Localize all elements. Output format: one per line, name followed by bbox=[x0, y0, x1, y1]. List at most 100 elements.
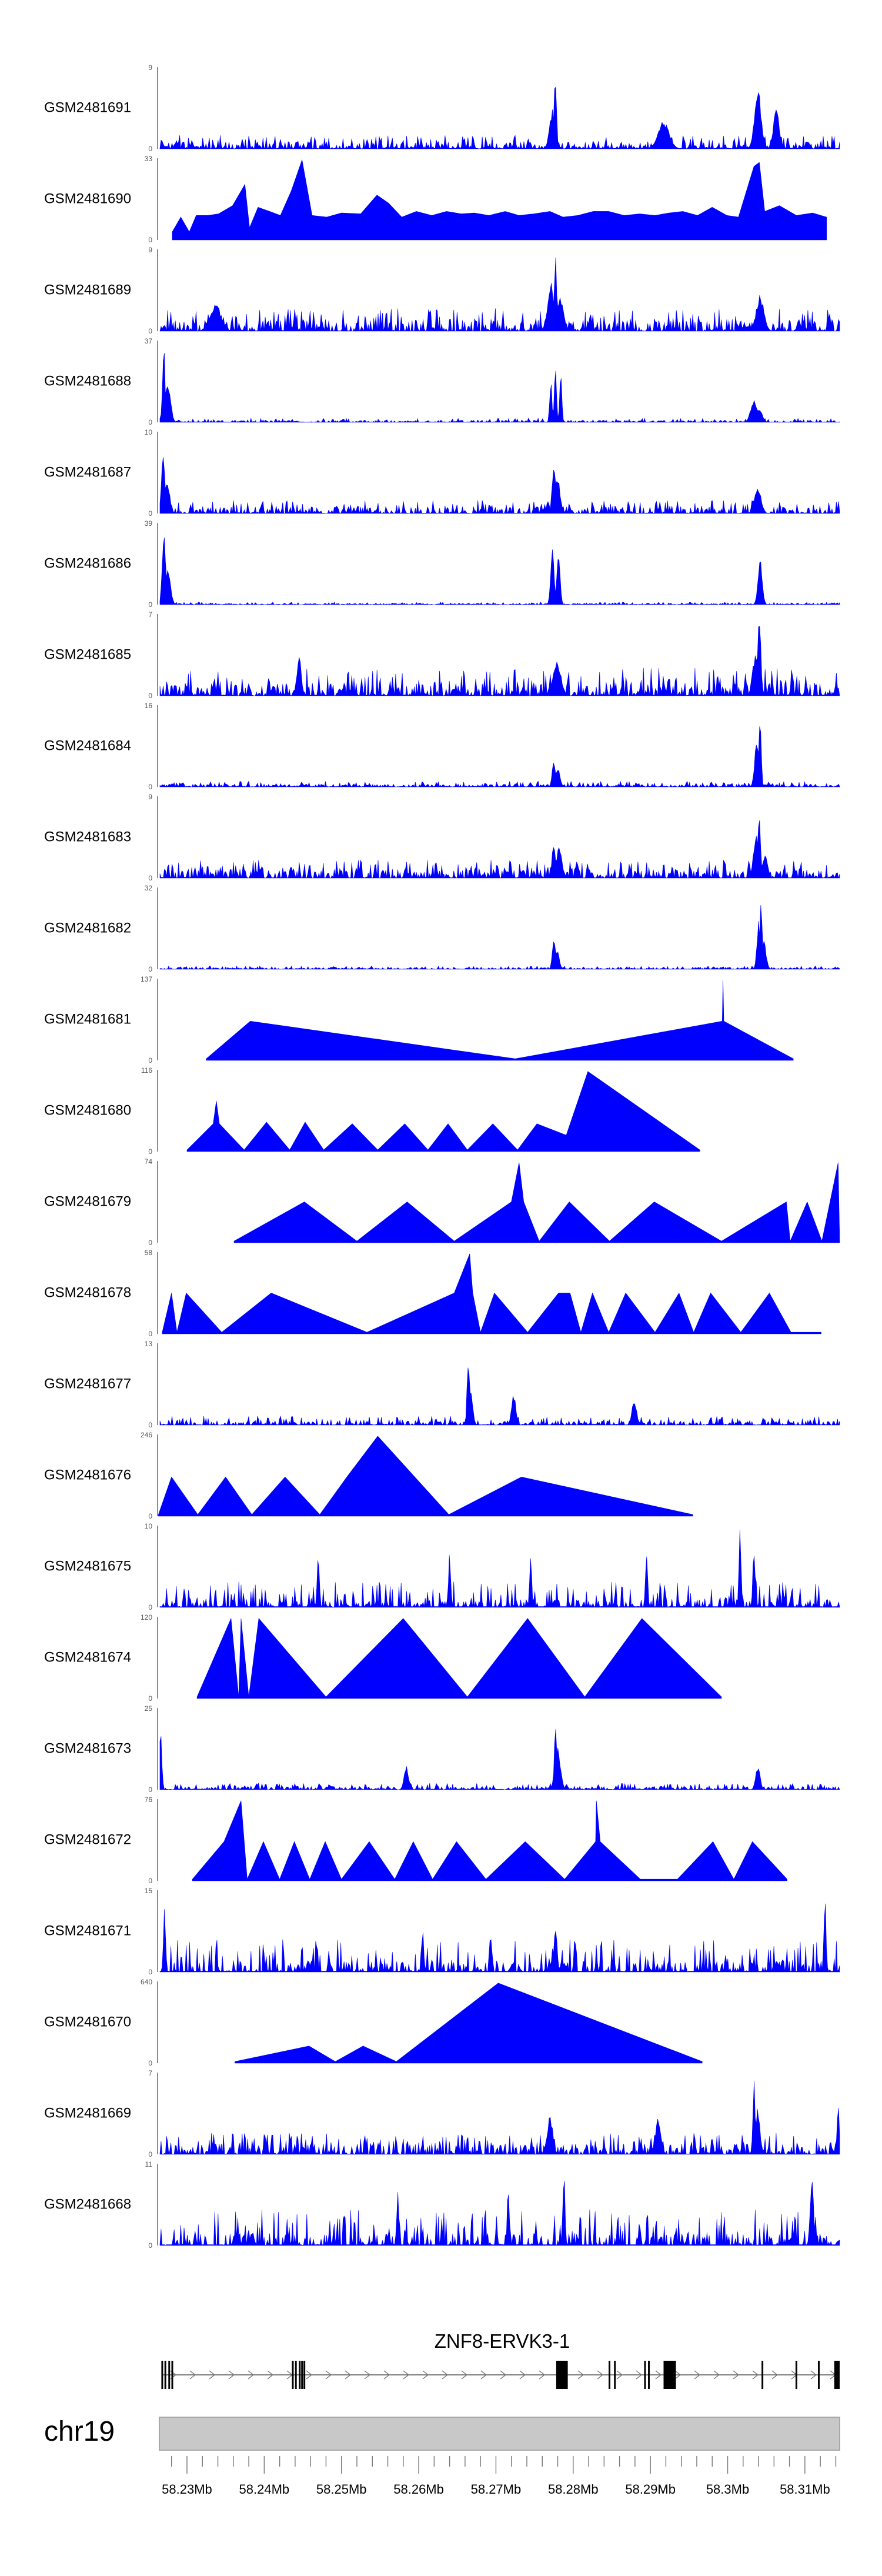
track-label: GSM2481691 bbox=[44, 100, 131, 116]
track-ymin-label: 0 bbox=[148, 1877, 152, 1885]
gene-exon bbox=[614, 2361, 616, 2389]
track-ymin-label: 0 bbox=[148, 1512, 152, 1520]
gene-exon bbox=[609, 2361, 611, 2389]
track-label: GSM2481685 bbox=[44, 647, 131, 663]
track-GSM2481678: GSM2481678 58 0 bbox=[44, 1249, 821, 1338]
strand-arrow bbox=[325, 2370, 332, 2380]
track-label: GSM2481684 bbox=[44, 738, 131, 754]
track-area-series bbox=[159, 86, 840, 149]
strand-arrow bbox=[752, 2370, 759, 2380]
track-ymin-label: 0 bbox=[148, 965, 152, 973]
track-label: GSM2481681 bbox=[44, 1012, 131, 1027]
track-ymax-label: 137 bbox=[141, 975, 152, 983]
axis-tick-label: 58.25Mb bbox=[316, 2482, 367, 2497]
track-ymin-label: 0 bbox=[148, 509, 152, 518]
axis-tick-label: 58.24Mb bbox=[239, 2482, 290, 2497]
track-area-series bbox=[159, 2080, 840, 2155]
track-label: GSM2481682 bbox=[44, 920, 131, 936]
track-GSM2481672: GSM2481672 76 0 bbox=[44, 1796, 787, 1885]
track-ymin-label: 0 bbox=[148, 2150, 152, 2158]
strand-arrow bbox=[267, 2370, 274, 2380]
axis-tick-label: 58.26Mb bbox=[393, 2482, 444, 2497]
track-ymax-label: 13 bbox=[145, 1340, 153, 1348]
track-GSM2481681: GSM2481681 137 0 bbox=[44, 975, 794, 1065]
strand-arrow bbox=[539, 2370, 546, 2380]
track-area-series bbox=[186, 1071, 700, 1152]
track-ymin-label: 0 bbox=[148, 1147, 152, 1156]
track-area-series bbox=[159, 257, 840, 332]
gene-model bbox=[161, 2361, 840, 2389]
track-ymin-label: 0 bbox=[148, 1694, 152, 1703]
track-label: GSM2481668 bbox=[44, 2197, 131, 2213]
track-ymin-label: 0 bbox=[148, 1239, 152, 1247]
track-area-series bbox=[159, 1367, 840, 1426]
track-area-series bbox=[159, 905, 840, 970]
track-label: GSM2481673 bbox=[44, 1741, 131, 1757]
track-GSM2481675: GSM2481675 10 0 bbox=[44, 1522, 840, 1611]
strand-arrow bbox=[209, 2370, 216, 2380]
track-GSM2481668: GSM2481668 11 0 bbox=[44, 2160, 840, 2250]
track-area-series bbox=[159, 1530, 840, 1608]
strand-arrow bbox=[480, 2370, 487, 2380]
track-label: GSM2481672 bbox=[44, 1832, 131, 1848]
strand-arrow bbox=[422, 2370, 429, 2380]
track-area-series bbox=[159, 626, 840, 697]
track-area-series bbox=[206, 980, 794, 1061]
track-ymin-label: 0 bbox=[148, 1786, 152, 1794]
track-area-series bbox=[159, 820, 840, 879]
track-GSM2481690: GSM2481690 33 0 bbox=[44, 155, 827, 244]
gene-exon-coding bbox=[834, 2361, 840, 2389]
track-area-series bbox=[159, 457, 840, 515]
track-ymax-label: 25 bbox=[145, 1704, 153, 1713]
track-GSM2481674: GSM2481674 120 0 bbox=[44, 1613, 722, 1703]
track-ymax-label: 10 bbox=[145, 1522, 153, 1530]
strand-arrow bbox=[306, 2370, 313, 2380]
axis-tick-label: 58.29Mb bbox=[625, 2482, 676, 2497]
track-area-series bbox=[159, 1729, 840, 1790]
track-GSM2481684: GSM2481684 16 0 bbox=[44, 702, 840, 791]
strand-arrow bbox=[248, 2370, 255, 2380]
track-ymin-label: 0 bbox=[148, 692, 152, 700]
data-tracks: GSM248169190GSM2481690330GSM248168990GSM… bbox=[44, 64, 840, 2250]
track-label: GSM2481675 bbox=[44, 1559, 131, 1574]
track-ymin-label: 0 bbox=[148, 1056, 152, 1065]
gene-exon bbox=[292, 2361, 294, 2389]
track-ymax-label: 9 bbox=[148, 64, 152, 72]
strand-arrow bbox=[500, 2370, 507, 2380]
track-ymax-label: 32 bbox=[145, 884, 153, 892]
track-GSM2481685: GSM2481685 7 0 bbox=[44, 610, 840, 700]
track-GSM2481673: GSM2481673 25 0 bbox=[44, 1704, 840, 1794]
gene-exon bbox=[301, 2361, 303, 2389]
track-ymin-label: 0 bbox=[148, 2059, 152, 2067]
strand-arrow bbox=[636, 2370, 643, 2380]
track-label: GSM2481687 bbox=[44, 465, 131, 481]
track-ymax-label: 640 bbox=[141, 1978, 152, 1986]
gene-exon bbox=[795, 2361, 797, 2389]
gene-exon bbox=[818, 2361, 820, 2389]
track-label: GSM2481680 bbox=[44, 1103, 131, 1119]
track-GSM2481682: GSM2481682 32 0 bbox=[44, 884, 840, 973]
track-ymax-label: 15 bbox=[145, 1887, 153, 1895]
track-label: GSM2481670 bbox=[44, 2014, 131, 2030]
track-label: GSM2481669 bbox=[44, 2105, 131, 2121]
gene-exon-coding bbox=[556, 2361, 568, 2389]
track-label: GSM2481679 bbox=[44, 1194, 131, 1210]
track-GSM2481669: GSM2481669 7 0 bbox=[44, 2069, 840, 2158]
axis-tick-label: 58.31Mb bbox=[780, 2482, 830, 2497]
track-label: GSM2481677 bbox=[44, 1376, 131, 1392]
gene-exon bbox=[644, 2361, 646, 2389]
track-area-series bbox=[235, 1983, 703, 2064]
track-ymax-label: 120 bbox=[141, 1613, 152, 1621]
strand-arrow bbox=[442, 2370, 449, 2380]
strand-arrow bbox=[597, 2370, 604, 2380]
gene-exon bbox=[161, 2361, 163, 2389]
track-ymax-label: 9 bbox=[148, 793, 152, 801]
track-ymax-label: 7 bbox=[148, 610, 152, 619]
track-GSM2481688: GSM2481688 37 0 bbox=[44, 337, 840, 426]
track-ymax-label: 16 bbox=[145, 702, 153, 710]
strand-arrow bbox=[461, 2370, 468, 2380]
track-label: GSM2481678 bbox=[44, 1285, 131, 1301]
track-ymax-label: 58 bbox=[145, 1249, 153, 1257]
gene-label: ZNF8-ERVK3-1 bbox=[435, 2330, 570, 2352]
gene-exon bbox=[299, 2361, 301, 2389]
